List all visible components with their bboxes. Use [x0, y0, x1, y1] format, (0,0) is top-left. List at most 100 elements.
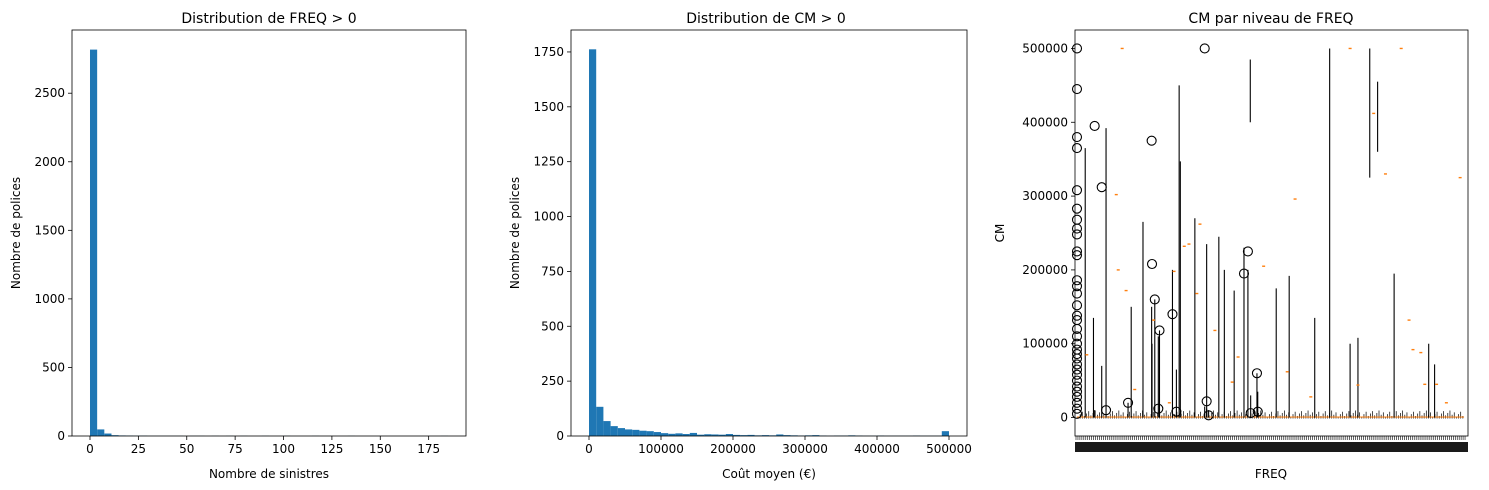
outlier-point — [1089, 120, 1100, 132]
outlier-point — [1071, 203, 1083, 214]
outlier-point — [1071, 375, 1083, 386]
chart-title: Distribution de FREQ > 0 — [181, 11, 356, 27]
histogram-bar — [89, 49, 98, 436]
outlier-point — [1071, 359, 1083, 370]
y-tick-label: 200000 — [1022, 263, 1068, 277]
outlier-point — [1071, 143, 1083, 154]
y-tick-label: 1750 — [533, 45, 564, 59]
x-tick-label: 125 — [320, 442, 343, 456]
outlier-point — [1171, 406, 1182, 417]
chart-title: CM par niveau de FREQ — [1188, 11, 1353, 27]
histogram-freq-panel: Distribution de FREQ > 0 0 25 50 75 100 125 15… — [9, 11, 467, 481]
histogram-bar — [711, 434, 719, 436]
outlier-point — [1238, 268, 1250, 279]
outlier-point — [1071, 364, 1083, 375]
y-axis-ticks: 0 500 1000 1500 2000 2500 — [34, 86, 72, 443]
histogram-bar — [733, 434, 741, 436]
histogram-bar — [653, 432, 661, 436]
outlier-point — [1071, 131, 1083, 143]
histogram-bar — [632, 429, 640, 436]
outlier-point — [1071, 331, 1083, 342]
outlier-point — [1071, 369, 1083, 380]
histogram-bar — [747, 434, 755, 436]
histogram-bar — [589, 49, 597, 436]
x-tick-label: 0 — [585, 442, 593, 456]
outlier-point — [1071, 391, 1083, 402]
histogram-bar — [104, 433, 112, 436]
y-axis-ticks: 0 100000 200000 300000 400000 500000 — [1022, 41, 1075, 425]
outlier-point — [1071, 275, 1083, 286]
outlier-point — [1071, 310, 1083, 321]
histogram-bar — [783, 435, 791, 436]
outlier-point — [1146, 135, 1157, 146]
x-tick-label: 150 — [369, 442, 392, 456]
histogram-bar — [668, 433, 676, 436]
outlier-point — [1071, 381, 1083, 392]
histogram-bar — [639, 430, 647, 436]
outlier-point — [1123, 397, 1134, 408]
y-axis-label: CM — [993, 224, 1007, 243]
x-tick-label: 100000 — [638, 442, 684, 456]
outlier-point — [1071, 353, 1083, 364]
chart-title: Distribution de CM > 0 — [686, 11, 845, 27]
y-tick-label: 500000 — [1022, 41, 1068, 55]
outlier-point — [1071, 323, 1083, 335]
histogram-bar — [661, 433, 669, 436]
y-tick-label: 1500 — [533, 100, 564, 114]
y-axis-label: Nombre de polices — [9, 177, 23, 289]
outlier-point — [1251, 368, 1263, 379]
outlier-point — [1199, 43, 1210, 54]
outlier-point — [1071, 250, 1083, 261]
outlier-point — [1071, 281, 1083, 292]
x-tick-label: 200000 — [710, 442, 756, 456]
histogram-bar — [761, 435, 769, 436]
y-tick-label: 0 — [556, 429, 564, 443]
boxplot-marks — [1071, 43, 1465, 421]
y-tick-label: 1250 — [533, 155, 564, 169]
x-axis-label: Nombre de sinistres — [209, 467, 329, 481]
x-tick-label: 100 — [272, 442, 295, 456]
outlier-point — [1071, 223, 1083, 234]
x-axis-ticks: 0 25 50 75 100 125 150 175 — [86, 436, 440, 456]
y-tick-label: 500 — [541, 319, 564, 333]
plot-frame — [1074, 29, 1469, 437]
outlier-point — [1071, 288, 1083, 299]
outlier-point — [1071, 397, 1083, 408]
histogram-bar — [610, 426, 618, 436]
histogram-cm-panel: Distribution de CM > 0 0 100000 200000 3000… — [508, 11, 972, 481]
histogram-bar — [704, 434, 712, 436]
x-tick-label: 500000 — [926, 442, 972, 456]
outlier-point — [1245, 408, 1256, 419]
plot-area — [72, 30, 466, 436]
x-axis-label: FREQ — [1255, 467, 1287, 481]
outlier-point — [1071, 403, 1083, 414]
outlier-point — [1242, 246, 1253, 257]
histogram-bar — [812, 435, 820, 436]
x-axis-label: Coût moyen (€) — [722, 467, 816, 481]
histogram-bar — [740, 435, 748, 436]
histogram-bar — [718, 434, 726, 436]
histogram-bar — [625, 429, 633, 436]
x-tick-label: 0 — [86, 442, 94, 456]
histogram-bar — [675, 433, 683, 436]
x-tick-label: 75 — [227, 442, 242, 456]
outlier-point — [1153, 403, 1164, 414]
y-tick-label: 400000 — [1022, 115, 1068, 129]
outlier-point — [1071, 408, 1083, 419]
histogram-bar — [697, 434, 705, 436]
plot-area — [571, 30, 967, 436]
y-tick-label: 2000 — [34, 155, 65, 169]
plot-frame — [71, 29, 467, 437]
outlier-point — [1071, 229, 1083, 240]
outlier-point — [1071, 246, 1083, 257]
y-tick-label: 0 — [1060, 411, 1068, 425]
y-axis-ticks: 0 250 500 750 1000 1250 1500 1750 — [533, 45, 571, 443]
histogram-bar — [596, 406, 604, 436]
histogram-bar — [682, 434, 690, 436]
y-tick-label: 1000 — [533, 210, 564, 224]
outlier-point — [1203, 410, 1214, 421]
histogram-bar — [617, 428, 625, 436]
plot-area — [1075, 30, 1468, 436]
outlier-point — [1071, 84, 1083, 95]
